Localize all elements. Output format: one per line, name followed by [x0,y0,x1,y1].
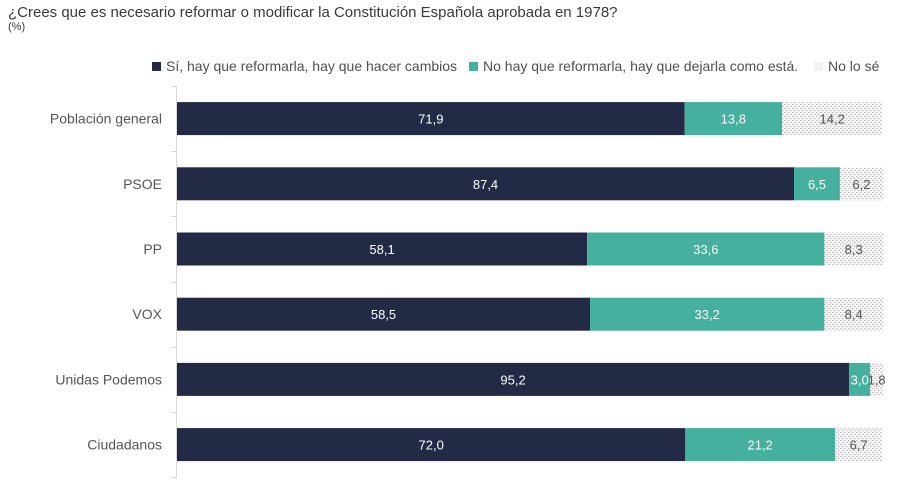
category-label: Unidas Podemos [55,371,162,387]
data-label: 71,9 [418,112,443,127]
data-label: 58,1 [369,242,394,257]
bar-segment-dont-know [834,428,883,462]
legend-item-dont-know: No lo sé [814,58,879,74]
legend-label-yes: Sí, hay que reformarla, hay que hacer ca… [166,58,458,74]
data-label: 8,3 [845,242,863,257]
legend-swatch-no [469,61,478,71]
data-label: 58,5 [371,307,396,322]
bar-segment-yes [177,428,686,462]
value-labels: 71,9 13,8 14,2 87,4 6,5 6,2 58,1 33,6 8,3 58,5 33,… [369,112,885,453]
bar-segment-dont-know [870,362,883,396]
category-label: PP [143,241,162,257]
category-label: Población general [50,111,162,127]
y-axis [171,86,177,478]
category-label: PSOE [123,176,162,192]
legend-swatch-dont-know [814,61,823,71]
bar-segment-dont-know [839,167,883,201]
data-label: 6,7 [850,438,868,453]
data-label: 6,2 [852,177,870,192]
data-label: 21,2 [747,438,772,453]
legend-label-no: No hay que reformarla, hay que dejarla c… [483,58,799,74]
category-label: VOX [132,306,162,322]
legend-item-no: No hay que reformarla, hay que dejarla c… [469,58,798,74]
bar-segment-no [685,428,835,462]
bar-segment-dont-know [824,297,883,331]
legend-swatch-yes [152,61,161,71]
bar-segment-yes [177,167,795,201]
bar-segment-no [684,102,783,136]
chart-subtitle: (%) [8,21,26,33]
data-label: 1,8 [868,372,886,387]
data-label: 72,0 [419,438,444,453]
bar-segment-no [849,362,871,396]
data-label: 14,2 [820,112,845,127]
category-label: Ciudadanos [87,437,162,453]
bars [177,102,883,462]
bar-segment-no [590,297,825,331]
data-label: 13,8 [721,112,746,127]
bar-segment-yes [177,102,685,136]
data-label: 87,4 [473,177,498,192]
legend-label-dont-know: No lo sé [828,58,880,74]
category-labels: Población general PSOE PP VOX Unidas Podemos… [50,111,163,453]
data-label: 33,6 [693,242,718,257]
bar-segment-no [587,232,825,266]
bar-segment-no [794,167,840,201]
data-label: 33,2 [695,307,720,322]
bar-segment-yes [177,297,591,331]
bar-segment-dont-know [824,232,883,266]
data-label: 8,4 [845,307,863,322]
data-label: 3,0 [851,372,869,387]
data-label: 6,5 [808,177,826,192]
bar-segment-yes [177,232,588,266]
bar-segment-yes [177,362,850,396]
data-label: 95,2 [500,372,525,387]
chart-title: ¿Crees que es necesario reformar o modif… [8,4,618,21]
legend-item-yes: Sí, hay que reformarla, hay que hacer ca… [152,58,457,74]
bar-segment-dont-know [782,102,883,136]
